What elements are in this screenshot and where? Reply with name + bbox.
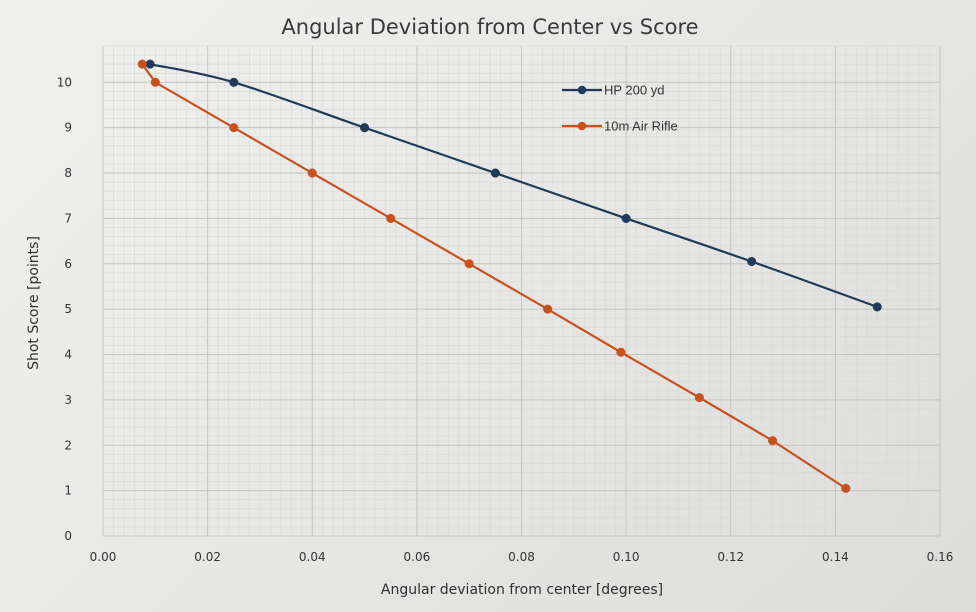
data-point-10m-air-rifle xyxy=(464,259,474,269)
x-tick-label: 0.04 xyxy=(299,550,326,564)
y-tick-label: 3 xyxy=(64,393,72,407)
data-point-10m-air-rifle xyxy=(543,304,553,314)
data-point-10m-air-rifle xyxy=(768,436,778,446)
y-tick-label: 2 xyxy=(64,438,72,452)
series-hp-200-yd xyxy=(145,59,882,312)
y-tick-label: 0 xyxy=(64,529,72,543)
legend-label: 10m Air Rifle xyxy=(604,119,678,134)
x-tick-label: 0.16 xyxy=(927,550,954,564)
legend-marker xyxy=(577,85,587,95)
x-tick-label: 0.02 xyxy=(194,550,221,564)
y-tick-label: 6 xyxy=(64,257,72,271)
data-point-hp-200-yd xyxy=(229,77,239,87)
data-point-hp-200-yd xyxy=(872,302,882,312)
legend-item-10m-air-rifle: 10m Air Rifle xyxy=(562,119,678,134)
legend-label: HP 200 yd xyxy=(604,83,664,98)
x-tick-labels: 0.00 0.02 0.04 0.06 0.08 0.10 0.12 0.14 0.16 xyxy=(90,550,954,564)
y-tick-label: 4 xyxy=(64,348,72,362)
legend-item-hp-200-yd: HP 200 yd xyxy=(562,83,664,98)
data-point-hp-200-yd xyxy=(490,168,500,178)
data-point-hp-200-yd xyxy=(145,59,155,69)
x-tick-label: 0.06 xyxy=(404,550,431,564)
data-point-10m-air-rifle xyxy=(841,483,851,493)
series-10m-air-rifle xyxy=(137,59,851,493)
chart-title: Angular Deviation from Center vs Score xyxy=(281,15,698,39)
y-tick-label: 8 xyxy=(64,166,72,180)
y-tick-label: 10 xyxy=(57,75,72,89)
data-point-10m-air-rifle xyxy=(616,347,626,357)
y-tick-label: 1 xyxy=(64,484,72,498)
legend: HP 200 yd 10m Air Rifle xyxy=(562,83,678,134)
y-tick-label: 9 xyxy=(64,121,72,135)
data-point-10m-air-rifle xyxy=(694,393,704,403)
x-tick-label: 0.00 xyxy=(90,550,117,564)
data-point-hp-200-yd xyxy=(360,123,370,133)
data-point-10m-air-rifle xyxy=(386,213,396,223)
y-tick-labels: 0 1 2 3 4 5 6 7 8 9 10 xyxy=(57,75,72,543)
x-tick-label: 0.10 xyxy=(613,550,640,564)
data-point-10m-air-rifle xyxy=(307,168,317,178)
x-tick-label: 0.14 xyxy=(822,550,849,564)
grid xyxy=(102,45,941,537)
data-point-10m-air-rifle xyxy=(229,123,239,133)
data-point-hp-200-yd xyxy=(747,256,757,267)
y-tick-label: 7 xyxy=(64,211,72,225)
data-point-hp-200-yd xyxy=(621,213,631,223)
data-point-10m-air-rifle xyxy=(150,77,160,87)
y-axis-label: Shot Score [points] xyxy=(26,236,42,370)
series-layer xyxy=(137,59,882,493)
x-tick-label: 0.08 xyxy=(508,550,535,564)
legend-marker xyxy=(577,121,587,131)
x-tick-label: 0.12 xyxy=(717,550,744,564)
data-point-10m-air-rifle xyxy=(137,59,147,69)
y-tick-label: 5 xyxy=(64,302,72,316)
x-axis-label: Angular deviation from center [degrees] xyxy=(381,582,663,598)
